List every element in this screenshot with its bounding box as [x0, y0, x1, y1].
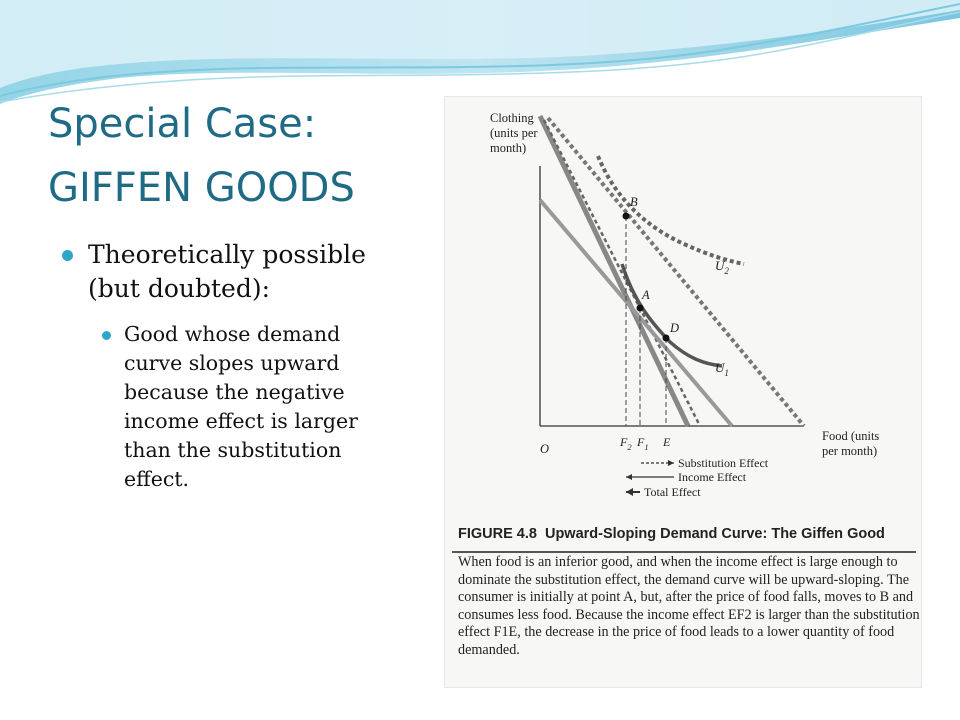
figure-title-text: Upward-Sloping Demand Curve: The Giffen …	[544, 526, 885, 542]
figure-rule	[452, 551, 916, 553]
caption-line: effect F1E, the decrease in the price of…	[458, 624, 895, 641]
indifference-curve-u2	[596, 155, 745, 266]
bullet2-line: Good whose demand	[124, 322, 341, 346]
slide-title-line1: Special Case:	[48, 101, 317, 147]
caption-line: consumer is initially at point A, but, a…	[458, 589, 914, 606]
origin-label: O	[540, 442, 549, 456]
caption-line: consumes less food. Because the income e…	[458, 606, 920, 623]
bullet2-line: than the substitution	[124, 438, 342, 462]
giffen-good-diagram: Clothing (units per month) Food (units p…	[490, 111, 882, 499]
figure-number: FIGURE 4.8	[458, 526, 537, 542]
slide-title-line2: GIFFEN GOODS	[48, 165, 355, 211]
budget-line-parallel	[538, 198, 734, 428]
bullet1-line: Theoretically possible	[88, 240, 366, 269]
bullet-icon	[62, 250, 73, 261]
income-effect-arrow	[626, 474, 674, 480]
bullet2-line: curve slopes upward	[124, 351, 340, 375]
point-d	[662, 334, 670, 342]
curve-u1-label: U1	[715, 360, 729, 378]
tick-f1-label: F1	[636, 435, 649, 452]
budget-line-outer-dashed	[546, 116, 806, 428]
substitution-effect-arrow	[640, 460, 674, 466]
legend-substitution-effect: Substitution Effect	[678, 456, 769, 470]
bullet-icon	[102, 331, 111, 340]
budget-line-steep-solid	[537, 114, 691, 428]
caption-line: When food is an inferior good, and when …	[458, 554, 898, 570]
budget-line-steep-dashed	[542, 119, 702, 427]
point-b-label: B	[630, 195, 638, 209]
indifference-curve-u1	[620, 263, 723, 368]
legend-total-effect: Total Effect	[644, 485, 701, 499]
point-b	[622, 212, 630, 220]
bullet-list: Theoretically possible (but doubted): Go…	[60, 238, 440, 494]
legend-income-effect: Income Effect	[678, 470, 747, 484]
bullet-item-theoretically-possible: Theoretically possible (but doubted):	[60, 238, 440, 306]
point-a	[636, 304, 644, 312]
total-effect-arrow	[626, 488, 640, 496]
tick-e-label: E	[662, 435, 671, 449]
bullet2-line: effect.	[124, 467, 190, 491]
slide-title: Special Case: GIFFEN GOODS	[48, 92, 355, 220]
curve-u2-label: U2	[715, 258, 729, 276]
tick-f2-label: F2	[619, 435, 632, 452]
header-wave-decoration	[0, 0, 960, 104]
x-axis-label: Food (units per month)	[822, 429, 882, 458]
bullet1-line: (but doubted):	[88, 274, 271, 303]
figure-title: FIGURE 4.8 Upward-Sloping Demand Curve: T…	[458, 526, 918, 542]
point-a-label: A	[641, 288, 650, 302]
point-d-label: D	[669, 321, 679, 335]
bullet2-line: because the negative	[124, 380, 345, 404]
bullet2-line: income effect is larger	[124, 409, 358, 433]
textbook-figure: Clothing (units per month) Food (units p…	[444, 96, 922, 688]
caption-line: demanded.	[458, 641, 520, 658]
y-axis-label: Clothing (units per month)	[490, 111, 541, 155]
figure-caption: When food is an inferior good, and when …	[458, 554, 920, 660]
bullet-item-definition: Good whose demand curve slopes upward be…	[100, 320, 440, 494]
caption-line: dominate the substitution effect, the de…	[458, 571, 909, 588]
